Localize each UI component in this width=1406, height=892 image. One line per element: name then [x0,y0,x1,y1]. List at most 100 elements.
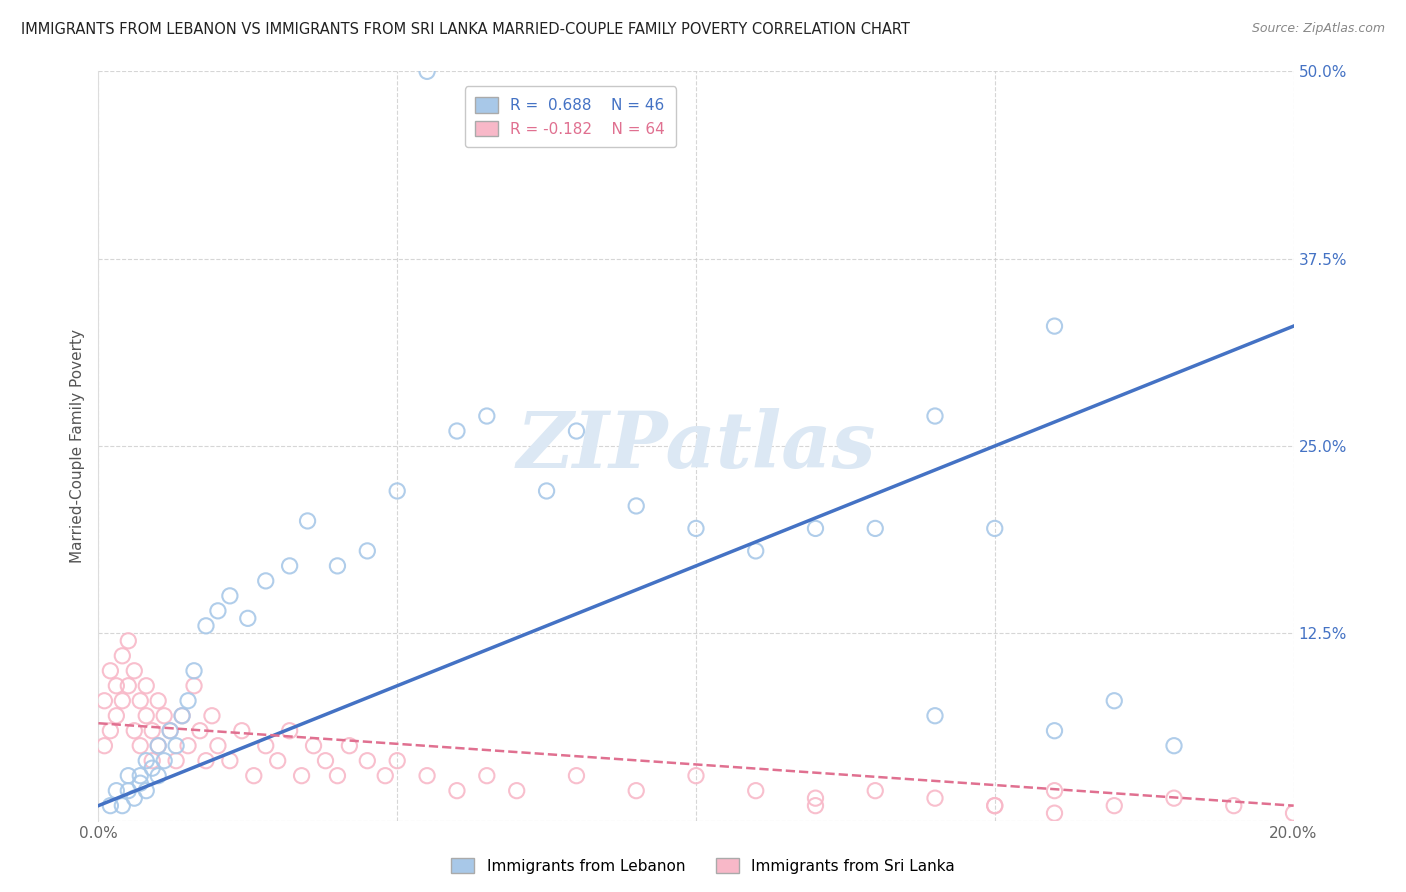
Point [105,679,128,693]
Point [254,574,277,588]
Point [506,783,529,797]
Point [254,739,277,753]
Point [924,791,946,805]
Point [124,791,146,805]
Point [135,708,157,723]
Point [745,783,768,797]
Point [416,64,439,78]
Point [219,589,242,603]
Point [98,723,122,738]
Point [326,769,349,783]
Text: ZIPatlas: ZIPatlas [516,408,876,484]
Point [177,739,200,753]
Point [129,769,152,783]
Point [356,544,378,558]
Point [153,708,176,723]
Point [124,723,146,738]
Point [135,783,157,797]
Point [475,769,498,783]
Point [302,739,325,753]
Point [416,769,439,783]
Point [685,769,707,783]
Point [117,769,139,783]
Point [135,679,157,693]
Point [172,708,194,723]
Point [804,798,827,813]
Point [148,694,170,708]
Point [111,648,134,663]
Point [804,521,827,535]
Point [148,769,170,783]
Point [291,769,314,783]
Point [924,708,946,723]
Point [129,739,152,753]
Point [356,754,378,768]
Point [278,558,301,573]
Point [924,409,946,423]
Point [1163,739,1185,753]
Point [231,723,253,738]
Point [165,739,187,753]
Point [565,769,588,783]
Point [141,754,163,768]
Point [685,521,707,535]
Point [267,754,290,768]
Point [326,558,349,573]
Legend: Immigrants from Lebanon, Immigrants from Sri Lanka: Immigrants from Lebanon, Immigrants from… [446,852,960,880]
Y-axis label: Married-Couple Family Poverty: Married-Couple Family Poverty [69,329,84,563]
Point [159,723,181,738]
Point [129,776,152,790]
Point [1104,798,1126,813]
Point [183,664,205,678]
Point [188,723,211,738]
Text: Source: ZipAtlas.com: Source: ZipAtlas.com [1251,22,1385,36]
Point [446,783,468,797]
Point [1282,806,1305,821]
Point [865,521,887,535]
Point [385,754,409,768]
Point [148,739,170,753]
Point [129,694,152,708]
Point [1223,798,1246,813]
Point [236,611,259,625]
Point [195,754,218,768]
Point [243,769,266,783]
Point [98,798,122,813]
Point [117,679,139,693]
Point [93,739,115,753]
Point [475,409,498,423]
Point [297,514,319,528]
Point [984,521,1007,535]
Point [374,769,396,783]
Point [565,424,588,438]
Point [1104,694,1126,708]
Point [117,633,139,648]
Point [339,739,361,753]
Point [984,798,1007,813]
Point [111,694,134,708]
Point [626,783,648,797]
Point [148,739,170,753]
Point [135,754,157,768]
Point [124,664,146,678]
Point [1163,791,1185,805]
Point [1043,319,1066,334]
Point [117,783,139,797]
Point [201,708,224,723]
Legend: R =  0.688    N = 46, R = -0.182    N = 64: R = 0.688 N = 46, R = -0.182 N = 64 [464,87,676,147]
Point [172,708,194,723]
Point [98,664,122,678]
Point [865,783,887,797]
Point [93,694,115,708]
Point [626,499,648,513]
Point [385,483,409,498]
Point [207,739,229,753]
Point [111,798,134,813]
Point [536,483,558,498]
Text: IMMIGRANTS FROM LEBANON VS IMMIGRANTS FROM SRI LANKA MARRIED-COUPLE FAMILY POVER: IMMIGRANTS FROM LEBANON VS IMMIGRANTS FR… [21,22,910,37]
Point [183,679,205,693]
Point [1043,806,1066,821]
Point [141,723,163,738]
Point [745,544,768,558]
Point [984,798,1007,813]
